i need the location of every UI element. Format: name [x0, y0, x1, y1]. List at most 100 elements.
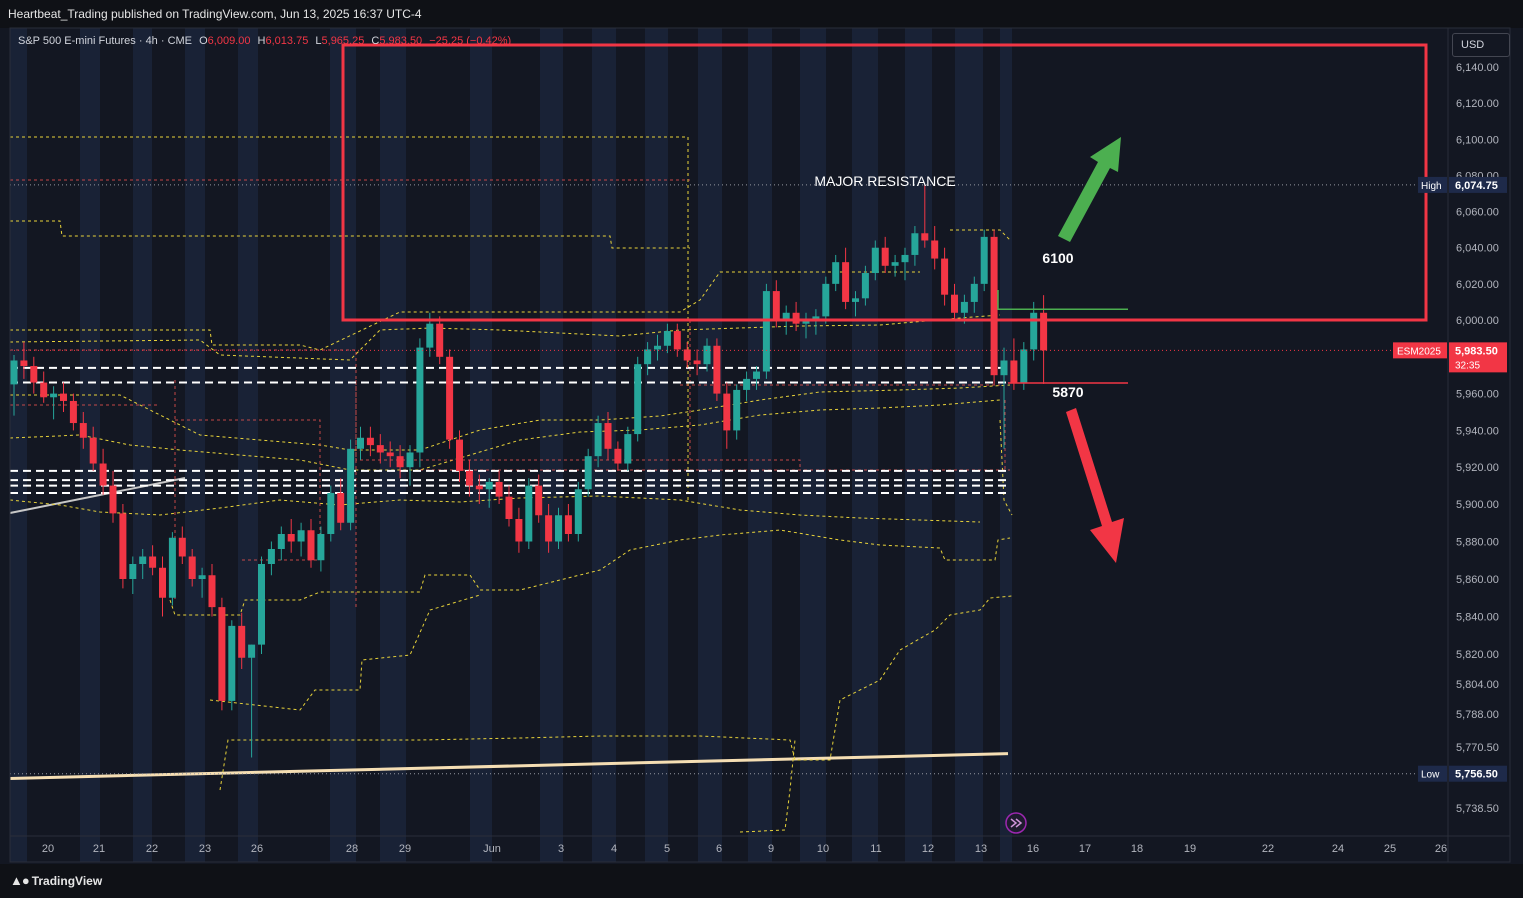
- time-tick-label: 18: [1131, 843, 1143, 855]
- candles: [10, 184, 1048, 758]
- candle-body: [188, 556, 196, 579]
- ohlc-legend: S&P 500 E-mini Futures · 4h · CME O6,009…: [18, 35, 511, 47]
- candle-body: [60, 393, 67, 401]
- price-tick-label: 5,804.00: [1456, 679, 1499, 691]
- session-band-10: [645, 28, 668, 862]
- candle-body: [406, 452, 414, 468]
- candle-body: [40, 382, 48, 398]
- volatility-bands: [9, 136, 1013, 833]
- time-tick-label: 21: [93, 843, 105, 855]
- time-tick-label: 5: [664, 843, 670, 855]
- candle-90: [901, 247, 909, 281]
- band-line-12: [999, 419, 1013, 516]
- session-band-11: [698, 28, 722, 862]
- candle-97: [970, 276, 978, 313]
- open-value: 6,009.00: [207, 35, 251, 47]
- candle-64: [644, 342, 652, 376]
- candle-60: [604, 412, 612, 460]
- candle-body: [663, 331, 671, 346]
- candle-76: [762, 283, 770, 379]
- candle-32: [327, 485, 335, 542]
- band-line-11: [950, 229, 1011, 241]
- candle-12: [129, 556, 137, 594]
- band-line-3: [9, 314, 1001, 361]
- price-tick-label: 5,840.00: [1456, 612, 1499, 624]
- candle-body: [159, 567, 166, 598]
- candle-body: [861, 273, 869, 299]
- candle-79: [792, 301, 800, 332]
- countdown: 32:35: [1455, 360, 1480, 371]
- candle-89: [891, 254, 899, 277]
- candle-85: [852, 291, 859, 317]
- symbol-name[interactable]: S&P 500 E-mini Futures · 4h · CME: [18, 35, 193, 47]
- session-band-13: [800, 28, 826, 862]
- candle-body: [218, 607, 226, 701]
- price-tick-label: 5,820.00: [1456, 649, 1499, 661]
- time-tick-label: 16: [1027, 843, 1039, 855]
- currency-button[interactable]: USD: [1452, 33, 1510, 57]
- low-label: L: [315, 35, 322, 47]
- time-tick-label: 13: [975, 843, 987, 855]
- tradingview-logo[interactable]: ▲● TradingView: [10, 873, 102, 888]
- target-up-line: [997, 290, 1128, 311]
- session-band-12: [748, 28, 772, 862]
- candle-body: [485, 481, 493, 490]
- candle-body: [644, 349, 652, 365]
- candle-31: [317, 526, 325, 572]
- candle-body: [376, 445, 384, 453]
- time-tick-label: 17: [1079, 843, 1091, 855]
- candle-body: [604, 423, 612, 449]
- candle-body: [119, 513, 127, 579]
- price-tag-value-box: [1449, 176, 1507, 193]
- candle-83: [832, 254, 840, 292]
- time-tick-label: 26: [1435, 843, 1447, 855]
- candle-4: [50, 386, 58, 420]
- candle-67: [673, 323, 681, 357]
- candle-103: [1030, 301, 1038, 361]
- up-arrow-icon: [1058, 137, 1121, 242]
- price-tag-value-box: [1449, 342, 1507, 373]
- resistance-label: MAJOR RESISTANCE: [814, 173, 955, 189]
- footer-bar: [0, 864, 1523, 898]
- candle-body: [436, 323, 444, 357]
- chart-frame: [9, 27, 1511, 863]
- high-value: 6,013.75: [265, 35, 309, 47]
- candle-body: [871, 247, 879, 274]
- candle-6: [69, 393, 77, 431]
- price-tag-low: Low 5,756.50: [1418, 765, 1507, 782]
- candle-75: [753, 366, 760, 390]
- candle-body: [198, 575, 206, 579]
- candle-18: [188, 549, 196, 587]
- candle-68: [683, 342, 691, 368]
- candle-40: [406, 445, 414, 486]
- candle-body: [109, 485, 117, 514]
- candle-87: [871, 240, 879, 281]
- band-line-9: [219, 595, 1013, 791]
- candle-body: [515, 519, 523, 542]
- price-tag-high: High 6,074.75: [1418, 176, 1507, 193]
- candle-body: [287, 534, 295, 542]
- candle-2: [30, 356, 38, 394]
- candle-0: [10, 354, 18, 416]
- scroll-to-realtime-icon[interactable]: [1005, 812, 1027, 834]
- candle-94: [941, 247, 949, 306]
- candle-body: [555, 515, 562, 542]
- candle-body: [743, 378, 751, 390]
- high-label: H: [257, 35, 266, 47]
- price-tag-label: Low: [1421, 770, 1440, 781]
- candle-81: [812, 309, 820, 335]
- time-tick-label: 23: [199, 843, 211, 855]
- candle-23: [238, 612, 246, 669]
- candle-body: [139, 556, 147, 564]
- time-tick-label: 26: [251, 843, 263, 855]
- candle-3: [40, 371, 48, 403]
- candle-body: [178, 537, 186, 557]
- candle-body: [564, 515, 572, 534]
- candle-body: [733, 389, 741, 431]
- open-label: O: [199, 35, 208, 47]
- candle-body: [475, 485, 483, 490]
- price-tick-label: 5,880.00: [1456, 537, 1499, 549]
- time-tick-label: 20: [42, 843, 54, 855]
- time-tick-label: 24: [1332, 843, 1344, 855]
